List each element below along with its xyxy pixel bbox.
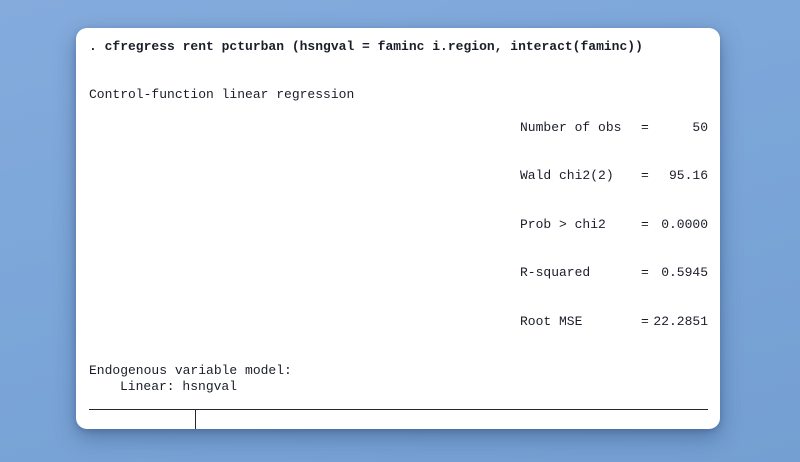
stata-command: . cfregress rent pcturban (hsngval = fam…: [89, 39, 643, 54]
stat-label: R-squared: [520, 265, 591, 281]
equals-sign: =: [641, 314, 649, 330]
equals-sign: =: [641, 216, 649, 232]
stat-line-root-mse: Root MSE = 22.2851: [520, 314, 708, 330]
model-summary-row: Control-function linear regression Numbe…: [89, 87, 708, 362]
stat-value: 50: [692, 119, 708, 135]
equals-sign: =: [641, 265, 649, 281]
stat-line-wald-chi2: Wald chi2(2) = 95.16: [520, 168, 708, 184]
stat-value: 95.16: [668, 168, 708, 184]
equals-sign: =: [641, 119, 649, 135]
stata-results-window: . cfregress rent pcturban (hsngval = fam…: [76, 28, 720, 429]
endogenous-model-header: Endogenous variable model:: [89, 362, 292, 378]
stat-line-number-of-obs: Number of obs = 50: [520, 120, 708, 136]
table-vertical-rule: [195, 410, 196, 429]
stat-label: Number of obs: [520, 119, 622, 135]
stat-label: Prob > chi2: [520, 216, 606, 232]
coefficient-table: rent Coefficient Std. err. z P>|z| [95% …: [89, 409, 708, 429]
model-title: Control-function linear regression: [89, 87, 355, 103]
stat-value: 0.5945: [661, 265, 708, 281]
equals-sign: =: [641, 168, 649, 184]
stats-block: Number of obs = 50 Wald chi2(2) = 95.16 Prob…: [520, 87, 708, 362]
stat-label: Wald chi2(2): [520, 168, 614, 184]
endogenous-model-detail: Linear: hsngval: [120, 378, 238, 394]
stat-value: 0.0000: [661, 216, 708, 232]
stat-line-prob-chi2: Prob > chi2 = 0.0000: [520, 217, 708, 233]
stat-label: Root MSE: [520, 314, 583, 330]
stat-value: 22.2851: [653, 314, 708, 330]
stat-line-r-squared: R-squared = 0.5945: [520, 265, 708, 281]
